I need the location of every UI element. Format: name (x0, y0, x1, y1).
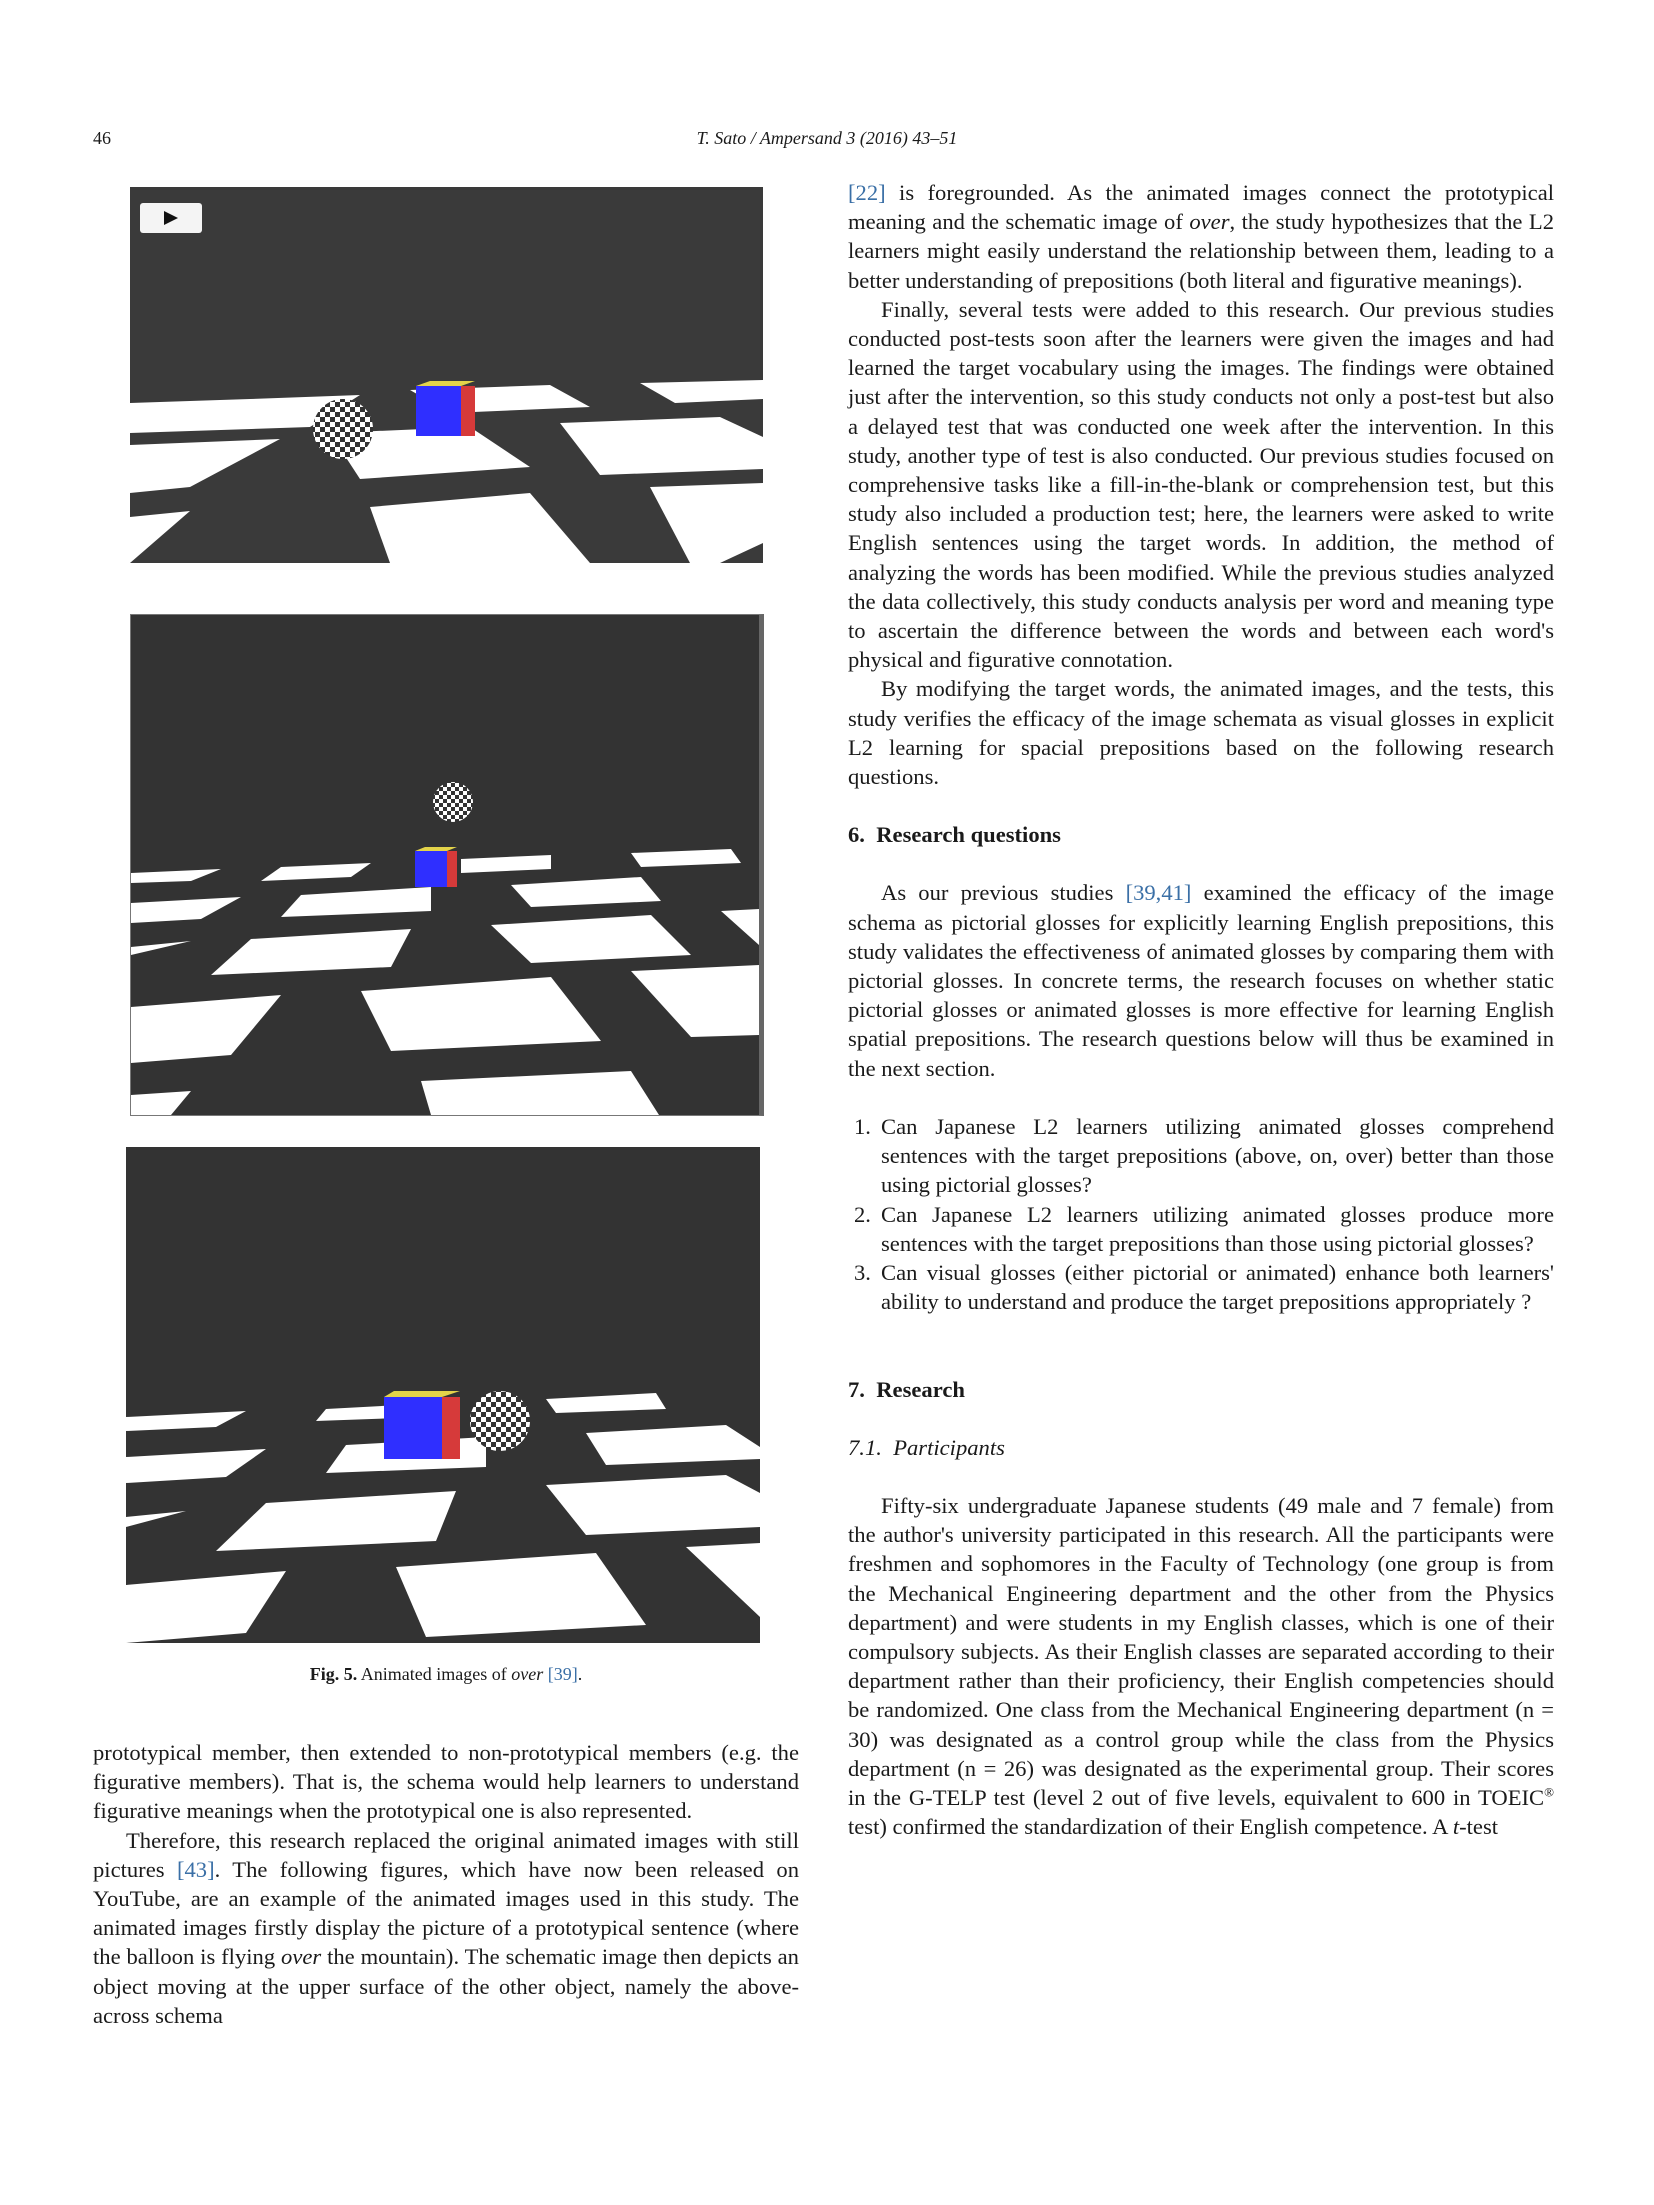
right-paragraph-3: By modifying the target words, the anima… (848, 676, 1554, 790)
section-6-heading: 6. Research questions (848, 822, 1061, 848)
figure-caption: Fig. 5. Animated images of over [39]. (93, 1664, 799, 1685)
journal-reference: T. Sato / Ampersand 3 (2016) 43–51 (696, 128, 958, 148)
list-item-text: Can Japanese L2 learners utilizing anima… (881, 1114, 1554, 1198)
list-item-text: Can Japanese L2 learners utilizing anima… (881, 1201, 1554, 1256)
left-paragraph-2: Therefore, this research replaced the or… (93, 1826, 799, 2030)
text-run: Therefore, this research replaced the or… (93, 1827, 799, 1882)
list-number: 1. (854, 1114, 871, 1140)
caption-text: Animated images of (357, 1664, 512, 1684)
page-number: 46 (93, 128, 111, 148)
figure-label: Fig. 5. (309, 1664, 358, 1684)
list-number: 3. (854, 1260, 871, 1286)
citation-link[interactable]: [43] (176, 1856, 215, 1882)
section-6-paragraph: As our previous studies [39,41] examined… (848, 878, 1554, 1082)
text-run: . The following figures, which have now … (93, 1856, 800, 1970)
registered-mark: ® (1544, 1784, 1554, 1800)
left-paragraph-1: prototypical member, then extended to no… (93, 1740, 799, 1824)
right-paragraph-1: [22] is foregrounded. As the animated im… (848, 178, 1554, 295)
section-7-1-paragraph: Fifty-six undergraduate Japanese student… (848, 1491, 1554, 1841)
text-run: the mountain). The schematic image then … (93, 1944, 799, 2028)
section-7-heading: 7. Research (848, 1376, 965, 1402)
right-paragraph-2: Finally, several tests were added to thi… (848, 296, 1554, 673)
play-icon[interactable] (140, 203, 202, 233)
caption-end: . (577, 1664, 583, 1684)
list-item: 2. Can Japanese L2 learners utilizing ani… (848, 1200, 1554, 1258)
text-run: is foregrounded. As the animated images … (848, 180, 1554, 235)
text-run: test) confirmed the standardization of t… (848, 1814, 1453, 1840)
text-run: , the study hypothesizes that the L2 lea… (848, 209, 1554, 293)
figure-panel-sphere-behind-cube (126, 1147, 760, 1643)
text-run: -test (1459, 1814, 1499, 1840)
italic-term: over (1189, 209, 1230, 235)
citation-link[interactable]: [22] (848, 180, 886, 205)
figure-panel-sphere-beside-cube (130, 187, 763, 563)
text-run: As our previous studies (881, 880, 1126, 906)
caption-italic: over (511, 1664, 544, 1684)
citation-link[interactable]: [39,41] (1125, 880, 1192, 906)
list-item-text: Can visual glosses (either pictorial or … (881, 1260, 1554, 1315)
list-number: 2. (854, 1201, 871, 1227)
caption-citation-link[interactable]: [39] (547, 1664, 578, 1684)
list-item: 1. Can Japanese L2 learners utilizing ani… (848, 1112, 1554, 1200)
subsection-7-1-heading: 7.1. Participants (848, 1434, 1005, 1460)
left-column: prototypical member, then extended to no… (93, 1738, 799, 2030)
right-column: [22] is foregrounded. As the animated im… (848, 178, 1554, 1841)
running-head: 46 T. Sato / Ampersand 3 (2016) 43–51 (0, 128, 1654, 152)
figure-panel-sphere-above-cube (130, 614, 764, 1116)
italic-term: over (281, 1944, 322, 1970)
text-run: examined the efficacy of the image schem… (848, 880, 1554, 1081)
italic-term: t (1452, 1814, 1460, 1840)
list-item: 3. Can visual glosses (either pictorial o… (848, 1258, 1554, 1316)
text-run: Fifty-six undergraduate Japanese student… (848, 1492, 1554, 1810)
research-questions-list: 1. Can Japanese L2 learners utilizing ani… (848, 1112, 1554, 1316)
